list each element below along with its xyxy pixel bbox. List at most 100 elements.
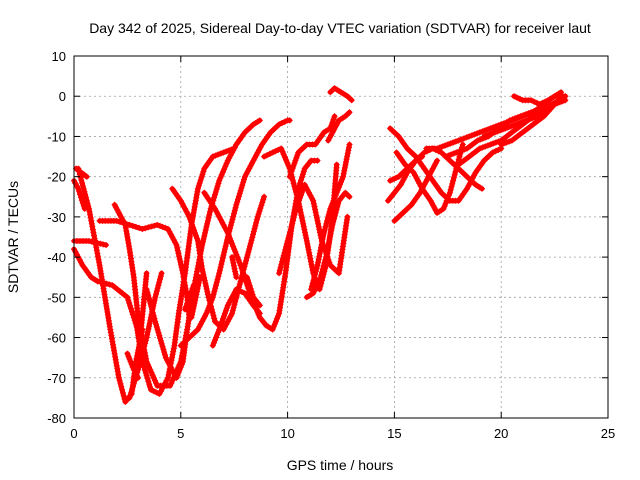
x-tick-label: 0	[70, 426, 77, 441]
series-arc-18	[209, 286, 263, 349]
y-tick-label: -20	[47, 170, 66, 185]
data-point-marker	[469, 175, 476, 181]
data-point-marker	[229, 216, 236, 223]
data-point-marker	[193, 291, 200, 298]
data-point-marker	[392, 175, 399, 181]
data-point-marker	[310, 277, 317, 284]
data-point-marker	[188, 219, 195, 226]
data-point-marker	[153, 291, 159, 298]
data-point-marker	[288, 168, 295, 175]
data-point-marker	[264, 152, 270, 159]
data-point-marker	[88, 217, 95, 224]
data-point-marker	[477, 136, 484, 143]
data-point-marker	[323, 251, 330, 258]
data-point-marker	[521, 118, 528, 125]
data-point-marker	[169, 234, 176, 240]
data-point-marker	[490, 140, 497, 147]
data-point-marker	[160, 346, 167, 353]
series-arc-20	[244, 274, 263, 309]
data-point-marker	[301, 181, 308, 188]
data-point-marker	[281, 154, 288, 161]
data-point-marker	[172, 239, 179, 246]
data-point-marker	[157, 273, 164, 280]
data-point-marker	[145, 292, 152, 299]
data-point-marker	[115, 371, 122, 378]
data-point-marker	[249, 291, 256, 298]
data-point-marker	[206, 302, 213, 309]
data-point-marker	[161, 349, 168, 356]
data-point-marker	[156, 279, 163, 286]
data-point-marker	[314, 157, 321, 164]
data-point-marker	[328, 203, 335, 210]
data-point-marker	[257, 205, 264, 212]
data-point-marker	[241, 173, 248, 180]
data-point-marker	[237, 187, 244, 194]
data-point-marker	[302, 229, 308, 236]
data-point-marker	[215, 180, 222, 187]
data-point-marker	[196, 277, 203, 284]
data-point-marker	[428, 168, 435, 175]
data-point-marker	[452, 138, 459, 145]
data-point-marker	[528, 97, 535, 104]
data-point-marker	[186, 294, 193, 301]
data-point-marker	[424, 176, 431, 183]
data-point-marker	[149, 306, 156, 313]
data-point-marker	[150, 388, 157, 395]
data-point-marker	[75, 185, 82, 192]
data-point-marker	[517, 113, 524, 120]
data-point-marker	[232, 271, 239, 278]
data-point-marker	[256, 302, 263, 309]
data-point-marker	[281, 249, 288, 256]
data-point-marker	[215, 329, 222, 336]
series-arc-39	[536, 93, 569, 116]
data-point-marker	[306, 189, 312, 196]
data-point-marker	[254, 149, 261, 156]
data-point-marker	[198, 174, 205, 181]
data-point-marker	[442, 200, 449, 207]
data-point-marker	[182, 306, 189, 313]
data-point-marker	[216, 326, 223, 333]
data-point-marker	[115, 374, 122, 381]
data-point-marker	[169, 367, 176, 374]
data-point-marker	[229, 307, 236, 314]
data-point-marker	[529, 115, 536, 122]
data-point-marker	[329, 200, 336, 207]
data-point-marker	[97, 240, 104, 247]
data-point-marker	[320, 230, 327, 236]
series-arc-11	[132, 145, 238, 397]
data-point-marker	[450, 150, 457, 157]
data-point-marker	[159, 223, 166, 230]
data-point-marker	[142, 340, 149, 347]
data-point-marker	[217, 150, 224, 157]
data-point-marker	[484, 126, 491, 133]
data-point-marker	[251, 225, 258, 232]
data-point-marker	[159, 343, 166, 350]
data-point-marker	[100, 241, 107, 248]
data-point-marker	[78, 259, 85, 266]
data-point-marker	[300, 223, 307, 230]
data-point-marker	[312, 206, 319, 213]
data-point-marker	[466, 133, 473, 140]
data-point-marker	[453, 149, 460, 156]
data-point-marker	[310, 200, 317, 207]
data-point-marker	[308, 195, 315, 202]
data-point-marker	[223, 160, 230, 167]
data-point-marker	[285, 235, 292, 242]
data-point-marker	[275, 313, 281, 320]
data-point-marker	[209, 153, 216, 160]
data-point-marker	[214, 331, 221, 338]
data-point-marker	[303, 184, 310, 191]
data-point-marker	[118, 383, 125, 390]
data-point-marker	[298, 215, 305, 221]
series-arc-23	[286, 113, 338, 180]
data-point-marker	[326, 236, 333, 243]
data-point-marker	[314, 217, 321, 224]
data-point-marker	[276, 270, 283, 277]
data-point-marker	[322, 223, 329, 230]
data-point-marker	[168, 380, 175, 387]
data-point-marker	[482, 127, 489, 134]
data-point-marker	[506, 138, 513, 145]
data-point-marker	[298, 212, 305, 219]
data-point-marker	[200, 315, 207, 322]
data-point-marker	[456, 148, 462, 155]
